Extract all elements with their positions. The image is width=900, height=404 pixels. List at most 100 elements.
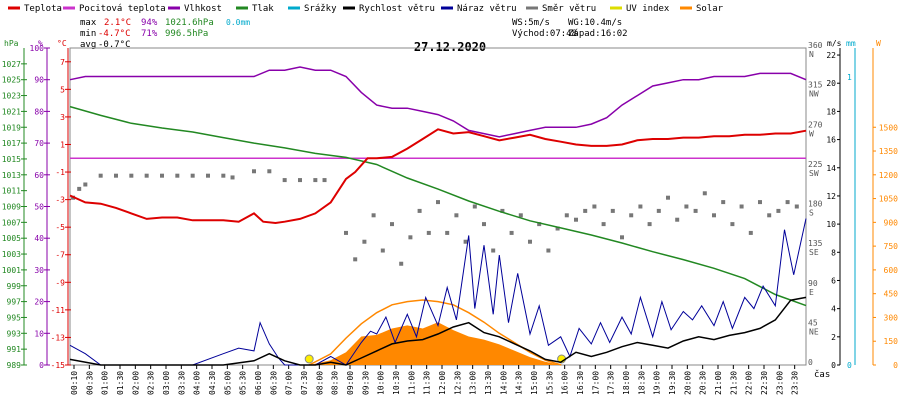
pressure-tick-label: 999 — [7, 282, 22, 291]
wind-direction-point — [647, 222, 652, 227]
wind-direction-point — [583, 208, 588, 213]
wind-direction-point — [267, 169, 272, 174]
pressure-tick-label: 1023 — [2, 92, 21, 101]
pressure-tick-label: 1009 — [2, 203, 21, 212]
wind-tick-label: 4 — [831, 305, 836, 314]
direction-tick-label: 360 — [808, 41, 823, 50]
direction-cardinal: E — [809, 288, 814, 297]
min-humidity: 71% — [141, 29, 158, 39]
x-tick-label: 17:30 — [607, 371, 616, 395]
pressure-unit: hPa — [4, 39, 19, 48]
solar-tick-label: 1050 — [879, 195, 898, 204]
temperature-tick-label: -7 — [55, 251, 65, 260]
humidity-tick-label: 80 — [34, 107, 44, 116]
wind-tick-label: 16 — [826, 136, 836, 145]
wind-direction-point — [454, 213, 459, 218]
legend-label: Směr větru — [542, 4, 596, 14]
direction-tick-label: 270 — [808, 120, 823, 129]
legend-label: Srážky — [304, 4, 337, 14]
wind-direction-point — [776, 208, 781, 213]
pressure-tick-label: 1015 — [2, 155, 21, 164]
rychlost-větru-line — [69, 296, 807, 366]
x-tick-label: 10:30 — [392, 371, 401, 395]
wind-direction-point — [666, 195, 670, 200]
legend-label: Vlhkost — [184, 4, 222, 14]
pressure-tick-label: 1007 — [2, 218, 21, 227]
wind-tick-label: 2 — [831, 333, 836, 342]
max-temp: 2.1°C — [104, 18, 131, 28]
x-tick-label: 07:00 — [285, 371, 294, 395]
x-tick-label: 14:00 — [499, 371, 508, 395]
legend-label: Tlak — [252, 4, 274, 14]
direction-cardinal: NE — [809, 327, 819, 336]
wind-direction-point — [739, 204, 744, 209]
wind-direction-point — [83, 182, 88, 187]
x-tick-label: 23:00 — [775, 371, 784, 395]
chart-title: 27.12.2020 — [414, 40, 486, 54]
wind-direction-point — [702, 191, 707, 196]
x-tick-label: 16:30 — [576, 371, 585, 395]
pressure-tick-label: 1027 — [2, 60, 21, 69]
vlhkost-line — [69, 66, 807, 138]
direction-tick-label: 225 — [808, 160, 823, 169]
temperature-tick-label: -11 — [51, 306, 66, 315]
direction-cardinal: S — [809, 209, 814, 218]
wind-direction-point — [436, 200, 440, 205]
wind-tick-label: 6 — [831, 276, 836, 285]
wind-direction-point — [472, 204, 477, 209]
x-tick-label: 05:00 — [223, 371, 232, 395]
humidity-tick-label: 100 — [30, 44, 45, 53]
pressure-tick-label: 1001 — [2, 266, 21, 275]
wind-direction-point — [380, 248, 385, 253]
x-tick-label: 03:30 — [177, 371, 186, 395]
x-tick-label: 15:00 — [530, 371, 539, 395]
x-tick-label: 21:00 — [714, 371, 723, 395]
náraz-větru-line — [69, 218, 807, 366]
wind-direction-point — [206, 173, 210, 178]
x-tick-label: 08:00 — [315, 371, 324, 395]
solar-tick-label: 1500 — [879, 123, 898, 132]
wind-direction-point — [555, 226, 560, 231]
pressure-tick-label: 993 — [7, 329, 22, 338]
x-tick-label: 21:30 — [729, 371, 738, 395]
humidity-tick-label: 0 — [39, 361, 44, 370]
direction-tick-label: 315 — [808, 81, 823, 90]
wind-direction-point — [77, 186, 82, 191]
wind-direction-point — [408, 235, 413, 240]
wind-unit: m/s — [827, 39, 842, 48]
wind-tick-label: 8 — [831, 248, 836, 257]
rain-tick-label: 1 — [847, 73, 852, 82]
x-tick-label: 20:00 — [683, 371, 692, 395]
humidity-tick-label: 90 — [34, 76, 44, 85]
direction-cardinal: SW — [809, 169, 819, 178]
x-tick-label: 16:00 — [561, 371, 570, 395]
x-tick-label: 12:30 — [453, 371, 462, 395]
solar-tick-label: 900 — [884, 218, 899, 227]
wind-direction-point — [730, 222, 735, 227]
wind-direction-point — [390, 222, 394, 227]
wind-direction-point — [767, 213, 772, 218]
x-tick-label: 02:00 — [131, 371, 140, 395]
solar-tick-label: 300 — [884, 313, 899, 322]
solar-tick-label: 450 — [884, 290, 899, 299]
wind-direction-point — [426, 230, 431, 235]
stats-box: max 2.1°C 94% 1021.6hPa 0.0mm min -4.7°C… — [80, 18, 628, 50]
x-tick-label: 05:30 — [239, 371, 248, 395]
pressure-tick-label: 1021 — [2, 107, 21, 116]
temperature-unit: °C — [57, 39, 67, 48]
x-tick-label: 12:00 — [438, 371, 447, 395]
x-tick-label: 22:30 — [760, 371, 769, 395]
wind-direction-point — [638, 204, 643, 209]
x-tick-label: 11:30 — [423, 371, 432, 395]
wind-tick-label: 20 — [826, 79, 836, 88]
wind-direction-point — [190, 173, 195, 178]
x-tick-label: 04:00 — [193, 371, 202, 395]
legend-label: Náraz větru — [457, 4, 517, 14]
temperature-tick-label: -13 — [51, 333, 66, 342]
wind-direction-point — [629, 213, 634, 218]
rain-unit: mm — [846, 39, 856, 48]
pressure-tick-label: 1017 — [2, 139, 21, 148]
wind-direction-point — [721, 200, 726, 205]
wind-direction-point — [785, 200, 790, 205]
